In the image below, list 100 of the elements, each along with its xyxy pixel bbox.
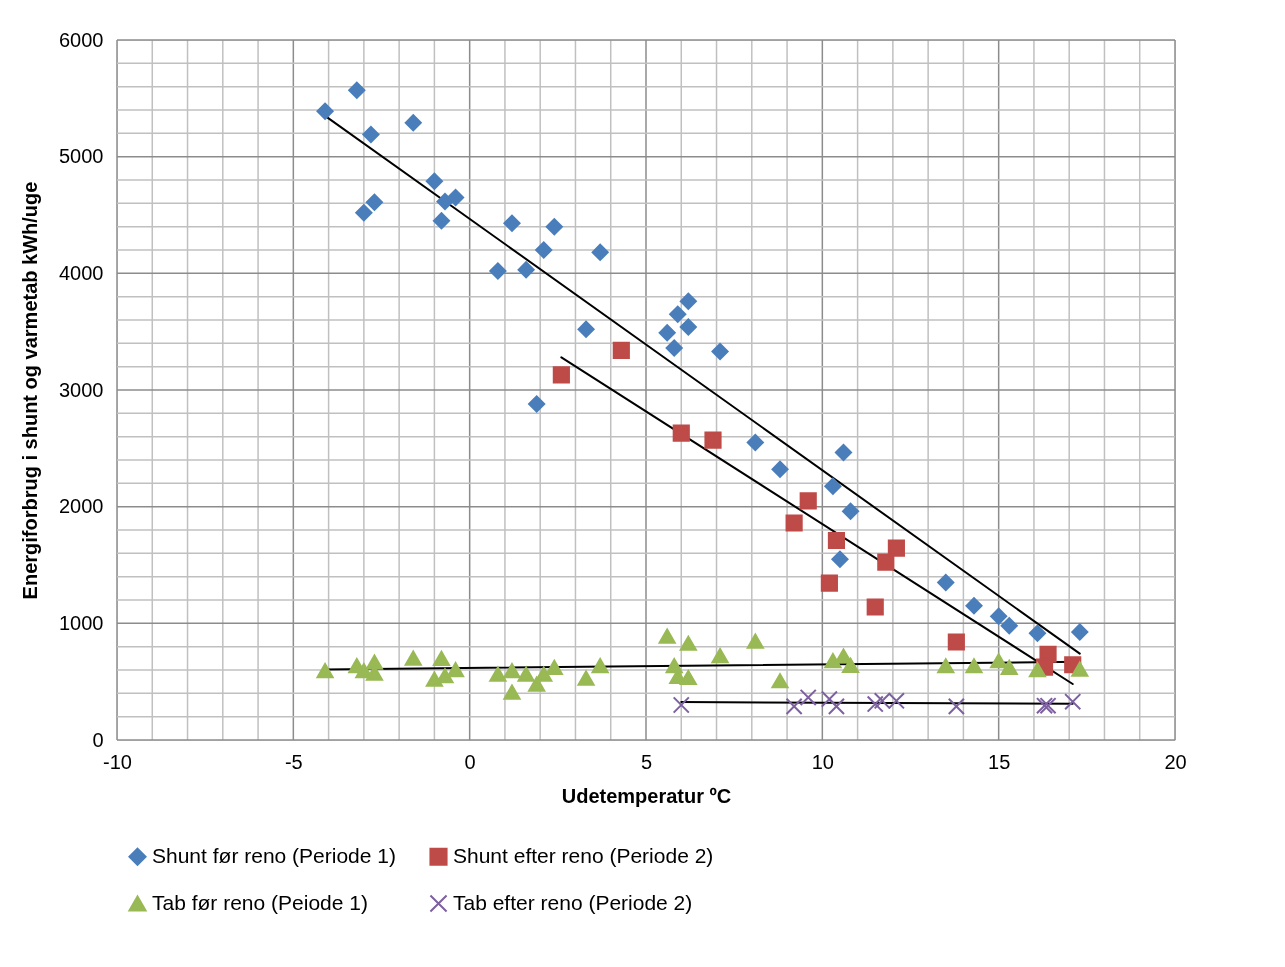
point	[887, 539, 905, 557]
y-tick-label: 1000	[59, 611, 104, 634]
point	[446, 188, 465, 207]
point	[820, 690, 838, 708]
point	[1071, 623, 1089, 641]
point	[446, 662, 465, 678]
y-tick-label: 0	[92, 728, 104, 751]
point	[669, 305, 687, 323]
point	[425, 172, 443, 190]
point	[517, 261, 535, 279]
point	[746, 433, 764, 452]
point	[799, 688, 817, 706]
point	[517, 666, 535, 682]
point	[965, 597, 983, 615]
point	[535, 241, 553, 259]
point	[362, 125, 380, 144]
point	[679, 292, 697, 310]
point	[577, 670, 595, 686]
point	[316, 102, 334, 120]
point	[1039, 697, 1057, 715]
point	[965, 658, 983, 674]
point	[672, 696, 690, 714]
point	[785, 697, 803, 715]
point	[316, 663, 334, 679]
legend-label: Tab før reno (Peiode 1)	[152, 890, 368, 914]
point	[1035, 697, 1054, 715]
x-axis-title: Udetemperatur ºC	[561, 784, 732, 807]
point	[404, 114, 422, 132]
point	[1028, 662, 1047, 678]
legend-label: Shunt efter reno (Periode 2)	[453, 843, 714, 867]
point	[503, 214, 521, 232]
point	[535, 666, 553, 682]
point	[866, 598, 884, 616]
point	[545, 218, 563, 236]
point	[937, 658, 955, 674]
point	[503, 663, 521, 679]
point	[1071, 661, 1089, 677]
point	[365, 193, 384, 211]
point	[771, 673, 789, 689]
y-tick-label: 6000	[59, 28, 104, 51]
y-tick-label: 4000	[59, 261, 104, 284]
point	[877, 553, 895, 571]
y-tick-label: 3000	[59, 378, 104, 401]
point	[591, 658, 609, 674]
point	[679, 318, 697, 336]
point	[672, 424, 690, 442]
point	[612, 341, 630, 359]
point	[704, 431, 722, 449]
point	[771, 460, 789, 478]
point	[591, 243, 609, 261]
point	[827, 531, 846, 550]
point	[528, 395, 546, 413]
legend-label: Tab efter reno (Periode 2)	[453, 890, 693, 914]
legend-label: Shunt før reno (Periode 1)	[152, 843, 396, 867]
point	[1000, 659, 1018, 675]
point	[658, 628, 676, 644]
x-tick-label: 20	[1164, 750, 1187, 773]
point	[658, 324, 676, 342]
point	[711, 342, 729, 361]
point	[841, 657, 860, 673]
point	[679, 635, 697, 651]
x-tick-label: -5	[284, 750, 303, 773]
point	[1000, 617, 1018, 635]
point	[990, 653, 1008, 669]
point	[824, 477, 842, 495]
x-tick-label: 15	[988, 750, 1011, 773]
point	[552, 366, 570, 384]
point	[947, 633, 965, 651]
point	[746, 633, 764, 649]
point	[785, 514, 803, 532]
point	[355, 204, 373, 222]
point	[665, 339, 683, 357]
point	[827, 697, 846, 715]
x-tick-label: 5	[640, 750, 653, 773]
point	[404, 650, 422, 666]
point	[990, 607, 1008, 625]
point	[577, 320, 595, 338]
point	[937, 573, 955, 592]
point	[503, 684, 521, 700]
point	[489, 262, 507, 280]
x-tick-label: 10	[811, 750, 834, 773]
point	[489, 666, 507, 682]
point	[436, 668, 454, 684]
y-tick-label: 2000	[59, 495, 104, 518]
point	[679, 669, 697, 686]
point	[866, 695, 884, 713]
point	[947, 697, 965, 715]
x-tick-label: -10	[103, 750, 132, 773]
point	[841, 502, 860, 520]
y-axis-title: Energiforbrug i shunt og varmetab kWh/uge	[19, 181, 42, 600]
point	[348, 81, 366, 99]
point	[711, 648, 729, 664]
y-tick-label: 5000	[59, 145, 104, 168]
point	[831, 550, 849, 568]
point	[436, 193, 454, 211]
point	[820, 574, 838, 592]
x-tick-label: 0	[464, 750, 476, 773]
point	[432, 212, 451, 230]
point	[1064, 693, 1082, 711]
point	[665, 658, 683, 674]
